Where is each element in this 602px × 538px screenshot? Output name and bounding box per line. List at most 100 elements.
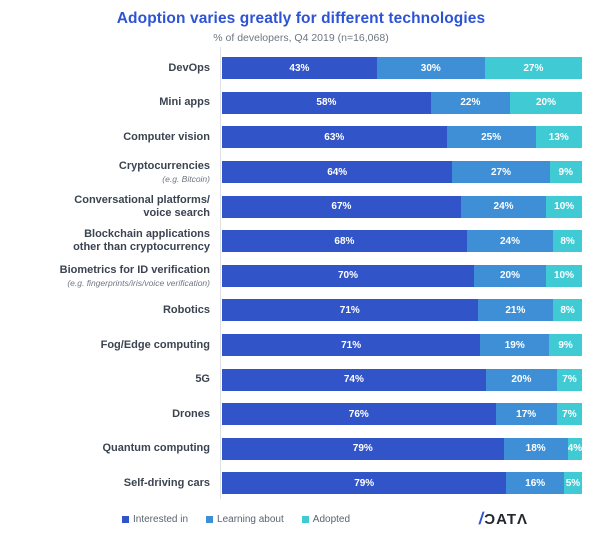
row-label: Cryptocurrencies (e.g. Bitcoin) [0, 160, 221, 184]
segment-value: 79% [354, 477, 375, 489]
bar-segment-interested-in: 43% [222, 57, 377, 80]
legend-item: Learning about [206, 514, 284, 525]
row-label: Self-driving cars [123, 476, 210, 489]
segment-value: 8% [560, 304, 575, 316]
bar-segment-interested-in: 74% [222, 368, 486, 391]
bar-segment-interested-in: 71% [222, 299, 478, 322]
row-label: Mini apps [159, 96, 210, 109]
segment-value: 8% [560, 235, 575, 247]
bar-segment-adopted: 13% [535, 126, 582, 149]
stacked-bar: 68% 24% 8% [222, 230, 582, 253]
row-label: Fog/Edge computing [100, 338, 210, 351]
row-label: Robotics [162, 303, 210, 316]
stacked-bar: 63% 25% 13% [222, 126, 582, 149]
segment-value: 10% [554, 201, 575, 213]
segment-value: 76% [348, 408, 369, 420]
segment-value: 25% [481, 131, 502, 143]
segment-value: 17% [516, 408, 537, 420]
chart-row: Computer vision 63% 25% 13% [0, 120, 602, 155]
segment-value: 20% [535, 97, 556, 109]
segment-value: 16% [525, 477, 546, 489]
segment-value: 24% [493, 201, 514, 213]
stacked-bar: 67% 24% 10% [222, 195, 582, 218]
row-label: Conversational platforms/voice search [74, 193, 210, 219]
chart-row: Drones 76% 17% 7% [0, 397, 602, 432]
bar-segment-adopted: 7% [556, 403, 582, 426]
segment-value: 13% [548, 131, 569, 143]
segment-value: 67% [331, 201, 352, 213]
row-label: DevOps [168, 61, 210, 74]
chart-row: Biometrics for ID verification (e.g. fing… [0, 259, 602, 294]
segment-value: 74% [343, 374, 364, 386]
segment-value: 71% [339, 304, 360, 316]
segment-value: 71% [341, 339, 362, 351]
chart-row: Self-driving cars 79% 16% 5% [0, 466, 602, 501]
bar-segment-interested-in: 68% [222, 230, 467, 253]
stacked-bar: 79% 18% 4% [222, 437, 582, 460]
row-sublabel: (e.g. Bitcoin) [162, 174, 210, 185]
bar-segment-interested-in: 67% [222, 195, 461, 218]
row-label: 5G [195, 373, 210, 386]
chart-subtitle: % of developers, Q4 2019 (n=16,068) [213, 32, 389, 44]
chart-rows: DevOps 43% 30% 27% Mini apps 58% 22% 20% Compute… [0, 51, 602, 501]
segment-value: 64% [327, 166, 348, 178]
stacked-bar: 64% 27% 9% [222, 161, 582, 184]
legend-swatch-icon [301, 515, 309, 523]
segment-value: 10% [553, 270, 574, 282]
bar-segment-learning-about: 24% [466, 230, 554, 253]
segment-value: 27% [490, 166, 511, 178]
stacked-bar: 76% 17% 7% [222, 403, 582, 426]
segment-value: 70% [337, 270, 358, 282]
bar-segment-learning-about: 30% [376, 57, 485, 80]
chart-row: Conversational platforms/voice search 67%… [0, 189, 602, 224]
stacked-bar: 58% 22% 20% [222, 91, 582, 114]
bar-segment-interested-in: 79% [222, 437, 504, 460]
chart-title: Adoption varies greatly for different te… [116, 10, 486, 27]
segment-value: 20% [499, 270, 520, 282]
chart-row: Robotics 71% 21% 8% [0, 293, 602, 328]
bar-segment-learning-about: 20% [474, 264, 546, 287]
segment-value: 9% [558, 339, 573, 351]
segment-value: 19% [504, 339, 525, 351]
bar-segment-learning-about: 27% [452, 161, 550, 184]
bar-segment-adopted: 9% [549, 161, 582, 184]
legend-swatch-icon [206, 515, 214, 523]
legend-swatch-icon [122, 515, 129, 523]
segment-value: 18% [525, 443, 546, 455]
chart-row: Mini apps 58% 22% 20% [0, 86, 602, 121]
legend-label: Learning about [217, 513, 284, 525]
stacked-bar: 70% 20% 10% [222, 264, 582, 287]
bar-segment-adopted: 7% [557, 368, 582, 391]
segment-value: 9% [558, 166, 573, 178]
bar-segment-learning-about: 20% [485, 368, 558, 391]
segment-value: 63% [324, 131, 345, 143]
legend-item: Interested in [122, 514, 188, 525]
bar-segment-adopted: 5% [563, 472, 582, 495]
chart-footer: Interested in Learning about Adopted / ƆAT… [0, 508, 602, 530]
legend-item: Adopted [301, 514, 350, 525]
chart-row: Quantum computing 79% 18% 4% [0, 432, 602, 467]
chart-row: DevOps 43% 30% 27% [0, 51, 602, 86]
bar-segment-adopted: 8% [553, 230, 582, 253]
segment-value: 5% [565, 477, 581, 489]
bar-segment-adopted: 9% [549, 334, 582, 357]
segment-value: 68% [334, 235, 355, 247]
bar-segment-learning-about: 22% [430, 91, 510, 114]
bar-segment-interested-in: 64% [222, 161, 453, 184]
bar-segment-interested-in: 71% [222, 334, 481, 357]
row-label: Blockchain applications other than crypto… [73, 228, 210, 254]
row-sublabel: (e.g. fingerprints/iris/voice verificati… [67, 277, 210, 288]
bar-segment-learning-about: 25% [446, 126, 536, 149]
legend-label: Interested in [133, 513, 189, 525]
segment-value: 24% [499, 235, 520, 247]
row-label: Quantum computing [102, 442, 210, 455]
bar-segment-adopted: 27% [484, 57, 582, 80]
stacked-bar: 71% 19% 9% [222, 334, 582, 357]
bar-segment-adopted: 10% [546, 195, 582, 218]
segment-value: 58% [316, 97, 337, 109]
bar-segment-adopted: 20% [509, 91, 582, 114]
bar-segment-learning-about: 24% [460, 195, 547, 218]
segment-value: 79% [352, 443, 373, 455]
segment-value: 30% [420, 62, 441, 74]
